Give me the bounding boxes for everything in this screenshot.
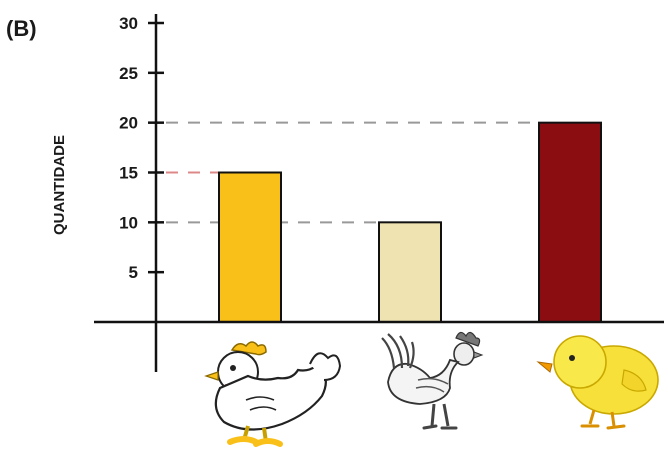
hen-icon — [204, 341, 342, 447]
y-axis-ticks: 5 10 15 20 25 30 — [119, 14, 164, 282]
rooster-icon — [381, 331, 484, 430]
y-axis-title: QUANTIDADE — [51, 135, 68, 235]
y-tick-label: 20 — [119, 114, 138, 133]
y-tick-label: 25 — [119, 64, 138, 83]
chick-icon — [536, 335, 659, 430]
bars — [218, 121, 602, 323]
bar-galinha — [218, 171, 282, 323]
y-tick-label: 30 — [119, 14, 138, 33]
bar-galo — [378, 221, 442, 323]
reference-lines — [166, 121, 539, 224]
y-tick-label: 10 — [119, 213, 138, 232]
y-tick-label: 15 — [119, 164, 138, 183]
y-tick-label: 5 — [129, 263, 138, 282]
panel-label: (B) — [6, 16, 37, 41]
bar-pintinho — [538, 121, 602, 323]
